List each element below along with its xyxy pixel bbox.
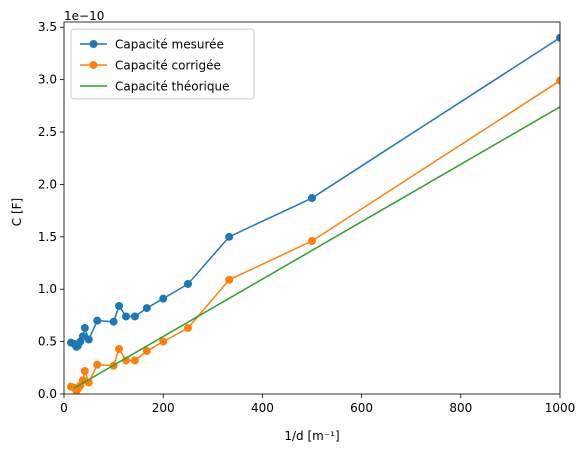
- x-tick-label: 0: [60, 401, 68, 415]
- series-3: [73, 106, 560, 389]
- y-tick-label: 2.0: [38, 177, 57, 191]
- data-point: [225, 275, 234, 284]
- data-point: [184, 279, 192, 288]
- axes-frame: [63, 21, 561, 395]
- data-point: [556, 76, 560, 85]
- data-point: [225, 232, 234, 241]
- plot-area: [63, 21, 561, 395]
- legend-label: Capacité mesurée: [115, 38, 224, 52]
- y-axis-label: C [F]: [10, 198, 24, 226]
- data-point: [93, 360, 102, 369]
- legend-swatch-marker: [89, 40, 98, 48]
- data-point: [184, 323, 192, 332]
- y-tick-label: 3.5: [38, 20, 57, 34]
- data-point: [93, 316, 102, 325]
- x-tick-label: 400: [251, 401, 274, 415]
- data-point: [80, 323, 89, 332]
- data-point: [308, 194, 316, 203]
- data-point: [80, 366, 89, 375]
- legend-item: Capacité théorique: [80, 80, 229, 94]
- legend-box: [70, 28, 255, 100]
- y-tick-label: 0.0: [38, 387, 57, 401]
- x-tick-label: 800: [449, 401, 472, 415]
- x-tick-label: 600: [350, 401, 373, 415]
- data-point: [84, 335, 93, 344]
- data-point: [78, 332, 87, 341]
- data-point: [115, 344, 124, 353]
- legend-swatch-marker: [89, 61, 98, 69]
- series-1: [66, 33, 560, 351]
- y-axis-offset-text: 1e−10: [64, 9, 104, 23]
- y-tick-label: 0.5: [38, 335, 57, 349]
- data-point: [115, 301, 124, 310]
- data-point: [159, 294, 168, 303]
- y-tick-label: 1.0: [38, 282, 57, 296]
- y-tick-label: 3.0: [38, 73, 57, 87]
- series-line: [73, 106, 560, 389]
- data-point: [142, 304, 151, 313]
- y-tick-label: 2.5: [38, 125, 57, 139]
- legend-label: Capacité corrigée: [115, 59, 221, 73]
- y-axis: 0.0 0.5 1.0 1.5 2.0 2.5 3.0 3.5: [38, 20, 64, 401]
- legend-item: Capacité mesurée: [80, 38, 224, 52]
- x-tick-label: 200: [152, 401, 175, 415]
- legend-item: Capacité corrigée: [80, 59, 221, 73]
- data-point: [109, 317, 118, 326]
- x-axis-label: 1/d [m⁻¹]: [284, 429, 339, 443]
- legend-label: Capacité théorique: [115, 80, 229, 94]
- data-point: [142, 347, 151, 356]
- legend: Capacité mesurée Capacité corrigée Capacit…: [70, 28, 255, 100]
- x-tick-label: 1000: [545, 401, 576, 415]
- data-point: [308, 237, 316, 246]
- x-axis: 0 200 400 600 800 1000: [60, 394, 575, 415]
- data-point: [130, 356, 139, 365]
- data-point: [159, 337, 168, 346]
- data-point: [130, 312, 139, 321]
- data-point: [122, 312, 130, 321]
- data-point: [556, 33, 560, 42]
- y-tick-label: 1.5: [38, 230, 57, 244]
